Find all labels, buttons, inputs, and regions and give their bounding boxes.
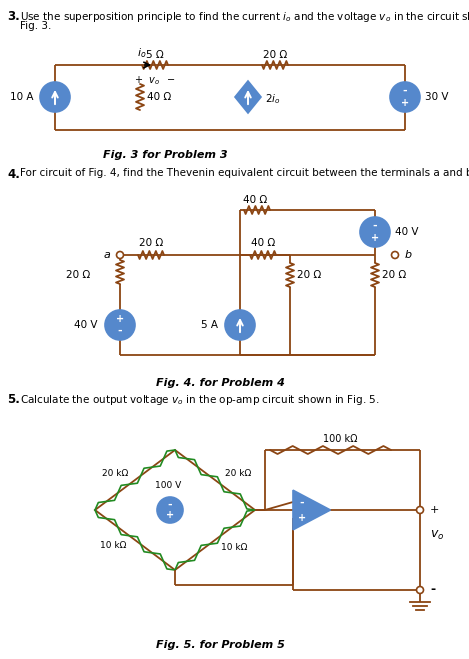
Text: 10 kΩ: 10 kΩ [221, 544, 247, 552]
Circle shape [105, 310, 135, 340]
Text: $2i_o$: $2i_o$ [265, 92, 280, 106]
Text: 10 A: 10 A [9, 92, 33, 102]
Text: 20 Ω: 20 Ω [66, 270, 90, 280]
Polygon shape [293, 490, 330, 530]
Text: -: - [430, 583, 435, 596]
Polygon shape [235, 81, 261, 113]
Text: 40 V: 40 V [75, 320, 98, 330]
Text: 20 Ω: 20 Ω [139, 238, 163, 248]
Text: 20 Ω: 20 Ω [382, 270, 406, 280]
Text: Fig. 5. for Problem 5: Fig. 5. for Problem 5 [156, 640, 284, 650]
Text: b: b [405, 250, 412, 260]
Circle shape [416, 507, 424, 513]
Text: 5 Ω: 5 Ω [146, 50, 164, 60]
Text: $v_o$: $v_o$ [430, 529, 444, 542]
Circle shape [416, 587, 424, 594]
Text: 20 kΩ: 20 kΩ [102, 469, 128, 478]
Text: -: - [300, 498, 304, 507]
Text: +: + [401, 98, 409, 108]
Text: +: + [166, 510, 174, 520]
Circle shape [116, 252, 123, 258]
Circle shape [360, 217, 390, 247]
Circle shape [392, 252, 399, 258]
Text: 40 Ω: 40 Ω [243, 195, 267, 205]
Text: -: - [403, 86, 407, 96]
Circle shape [40, 82, 70, 112]
Text: 40 V: 40 V [395, 227, 418, 237]
Text: -: - [373, 221, 378, 231]
Text: 40 Ω: 40 Ω [251, 238, 275, 248]
Circle shape [390, 82, 420, 112]
Circle shape [157, 497, 183, 523]
Text: +: + [430, 505, 439, 515]
Circle shape [225, 310, 255, 340]
Text: Use the superposition principle to find the current $i_o$ and the voltage $v_o$ : Use the superposition principle to find … [20, 10, 469, 24]
Text: 10 kΩ: 10 kΩ [100, 542, 126, 550]
Text: 3.: 3. [7, 10, 20, 23]
Text: 5 A: 5 A [201, 320, 218, 330]
Text: -: - [118, 326, 122, 336]
Text: Fig. 4. for Problem 4: Fig. 4. for Problem 4 [156, 378, 284, 388]
Text: 20 Ω: 20 Ω [297, 270, 321, 280]
Text: Fig. 3 for Problem 3: Fig. 3 for Problem 3 [103, 150, 227, 160]
Text: +: + [298, 513, 306, 523]
Text: Fig. 3.: Fig. 3. [20, 21, 52, 31]
Text: 100 V: 100 V [155, 481, 181, 490]
Text: 20 kΩ: 20 kΩ [225, 469, 251, 478]
Text: Calculate the output voltage $v_o$ in the op-amp circuit shown in Fig. 5.: Calculate the output voltage $v_o$ in th… [20, 393, 379, 407]
Text: +: + [371, 233, 379, 243]
Text: a: a [103, 250, 110, 260]
Text: -: - [168, 500, 172, 510]
Text: 20 Ω: 20 Ω [263, 50, 287, 60]
Text: For circuit of Fig. 4, find the Thevenin equivalent circuit between the terminal: For circuit of Fig. 4, find the Thevenin… [20, 168, 469, 178]
Text: 5.: 5. [7, 393, 20, 406]
Text: 40 Ω: 40 Ω [147, 92, 171, 102]
Text: 4.: 4. [7, 168, 20, 181]
Text: $i_o$: $i_o$ [137, 46, 146, 60]
Text: $+\ \ v_o\ \ -$: $+\ \ v_o\ \ -$ [134, 74, 176, 87]
Text: +: + [116, 314, 124, 324]
Text: 100 kΩ: 100 kΩ [323, 434, 357, 444]
Text: 30 V: 30 V [425, 92, 448, 102]
